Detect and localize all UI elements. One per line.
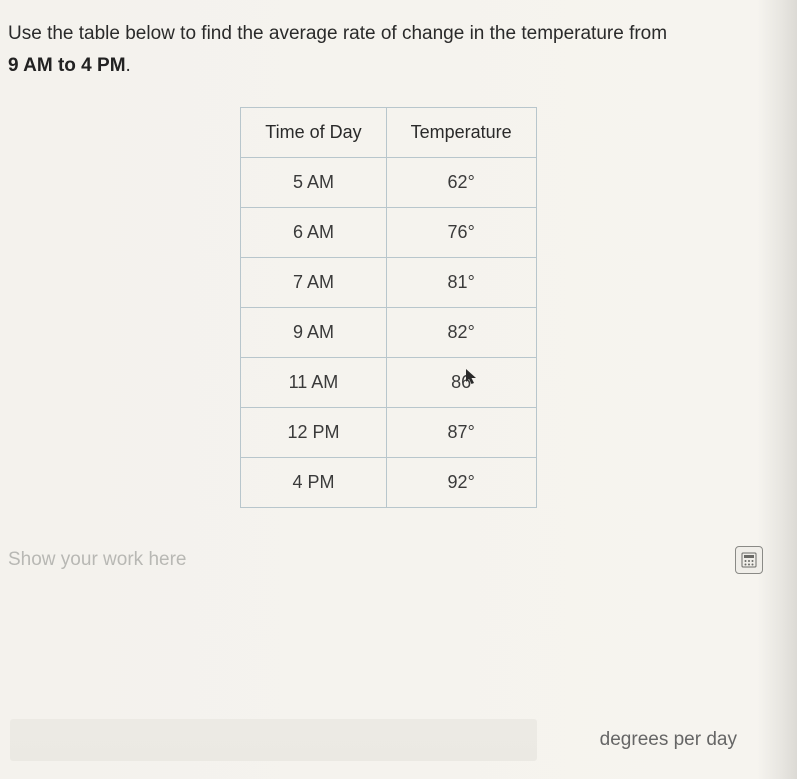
answer-input[interactable] (10, 719, 537, 761)
work-row: Show your work here (8, 546, 769, 574)
cell-time: 4 PM (241, 457, 386, 507)
table-row: 6 AM76° (241, 207, 536, 257)
calculator-svg (741, 552, 757, 568)
cell-temp: 92° (386, 457, 536, 507)
cell-temp: 62° (386, 157, 536, 207)
cursor-icon (465, 368, 479, 386)
cell-time: 11 AM (241, 357, 386, 407)
table-header-row: Time of Day Temperature (241, 107, 536, 157)
question-text: Use the table below to find the average … (8, 18, 769, 83)
cell-temp: 82° (386, 307, 536, 357)
table-container: Time of Day Temperature 5 AM62°6 AM76°7 … (8, 107, 769, 508)
cell-time: 7 AM (241, 257, 386, 307)
cell-temp: 76° (386, 207, 536, 257)
table-row: 9 AM82° (241, 307, 536, 357)
cell-time: 9 AM (241, 307, 386, 357)
cell-time: 6 AM (241, 207, 386, 257)
calculator-icon[interactable] (735, 546, 763, 574)
show-work-placeholder[interactable]: Show your work here (8, 549, 186, 571)
cell-temp: 86 (386, 357, 536, 407)
cell-time: 12 PM (241, 407, 386, 457)
cell-temp: 81° (386, 257, 536, 307)
header-temp: Temperature (386, 107, 536, 157)
temperature-table: Time of Day Temperature 5 AM62°6 AM76°7 … (240, 107, 536, 508)
temp-value-with-cursor: 86 (451, 372, 471, 393)
question-suffix: . (126, 55, 131, 76)
table-row: 4 PM92° (241, 457, 536, 507)
cell-temp: 87° (386, 407, 536, 457)
cell-time: 5 AM (241, 157, 386, 207)
header-time: Time of Day (241, 107, 386, 157)
table-row: 11 AM 86 (241, 357, 536, 407)
table-row: 12 PM87° (241, 407, 536, 457)
unit-label: degrees per day (600, 729, 737, 751)
table-row: 5 AM62° (241, 157, 536, 207)
table-row: 7 AM81° (241, 257, 536, 307)
question-range: 9 AM to 4 PM (8, 55, 126, 76)
question-prefix: Use the table below to find the average … (8, 23, 667, 44)
